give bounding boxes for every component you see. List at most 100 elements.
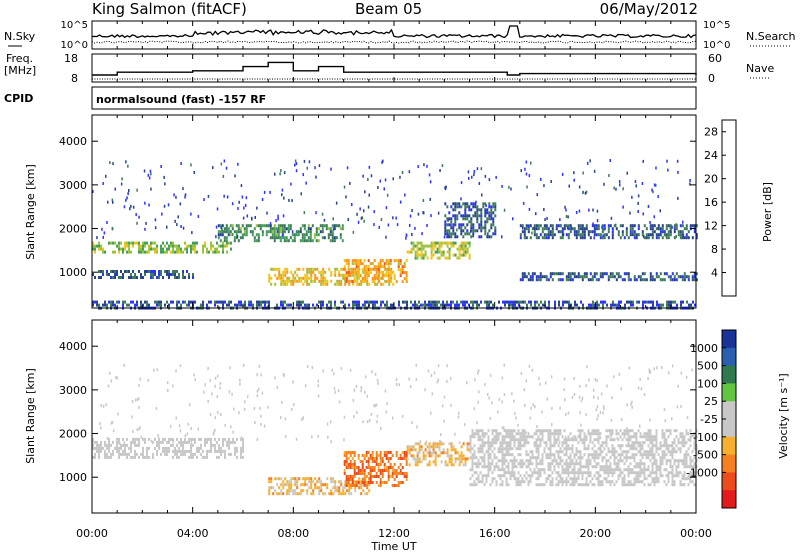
velocity-cell xyxy=(659,474,662,478)
velocity-colorbar-segment xyxy=(722,436,736,456)
power-cell xyxy=(405,274,408,278)
power-cell xyxy=(390,276,393,280)
velocity-cell xyxy=(401,472,404,475)
power-cell xyxy=(466,202,469,206)
velocity-cell xyxy=(393,484,396,487)
velocity-cell xyxy=(601,450,604,454)
velocity-cell xyxy=(653,456,656,460)
power-cell xyxy=(631,227,634,231)
power-cell xyxy=(651,275,654,279)
velocity-cell xyxy=(389,451,392,454)
power-cell xyxy=(356,212,358,216)
velocity-cell xyxy=(481,474,484,478)
power-cell xyxy=(302,173,304,177)
power-cell xyxy=(237,227,240,231)
power-cell xyxy=(190,250,192,254)
power-cell xyxy=(422,253,425,257)
power-cell xyxy=(164,244,166,248)
velocity-cell xyxy=(387,475,390,478)
power-cell xyxy=(551,236,554,240)
velocity-cell xyxy=(587,456,590,460)
velocity-cell xyxy=(381,481,384,484)
velocity-cell xyxy=(293,403,295,407)
power-cell xyxy=(92,303,94,307)
power-cell xyxy=(103,231,106,235)
power-cell xyxy=(241,195,244,199)
power-cell xyxy=(114,187,116,191)
velocity-cell xyxy=(579,384,581,388)
power-cell xyxy=(224,300,226,304)
velocity-cell xyxy=(563,429,566,433)
velocity-cell xyxy=(597,432,600,436)
velocity-cell xyxy=(158,443,160,447)
power-cell xyxy=(287,239,290,243)
power-cell xyxy=(276,267,279,271)
power-cell xyxy=(395,216,397,220)
velocity-cell xyxy=(507,432,510,436)
velocity-cell xyxy=(581,396,584,400)
power-cell xyxy=(245,224,248,228)
power-cell xyxy=(168,276,170,279)
power-cell xyxy=(363,268,366,272)
velocity-cell xyxy=(292,489,295,493)
velocity-cell xyxy=(605,435,608,439)
velocity-cell xyxy=(276,386,279,389)
power-cell xyxy=(603,236,606,240)
power-cell xyxy=(573,233,576,237)
power-cell xyxy=(569,275,572,279)
power-cell xyxy=(420,253,423,257)
power-cell xyxy=(593,236,595,240)
power-cell xyxy=(359,207,361,211)
velocity-cell xyxy=(687,483,690,487)
power-cell xyxy=(554,303,556,307)
velocity-cell xyxy=(444,463,447,467)
velocity-cell xyxy=(272,492,275,496)
power-cell xyxy=(448,256,451,260)
velocity-cell xyxy=(601,468,604,472)
power-cell xyxy=(365,268,368,272)
power-cell xyxy=(675,227,678,231)
velocity-cell xyxy=(493,453,496,457)
velocity-cell xyxy=(495,435,498,439)
velocity-cell xyxy=(539,438,542,442)
power-cell xyxy=(146,303,148,307)
power-cell xyxy=(605,233,608,237)
power-cell xyxy=(219,230,222,234)
power-cell xyxy=(331,236,334,240)
power-cell xyxy=(304,276,307,280)
power-cell xyxy=(280,300,282,304)
velocity-cell xyxy=(649,474,652,478)
velocity-cell xyxy=(489,441,492,445)
power-cell xyxy=(432,241,435,245)
velocity-cell xyxy=(547,438,550,442)
power-cell xyxy=(420,241,423,245)
power-cell xyxy=(373,210,375,214)
power-cell xyxy=(481,193,483,197)
velocity-cell xyxy=(389,475,392,478)
y-tick-label: 2000 xyxy=(59,428,87,441)
power-cell xyxy=(321,227,324,231)
velocity-cell xyxy=(645,468,648,472)
power-cell xyxy=(100,247,102,251)
velocity-cell xyxy=(563,453,566,457)
power-cell xyxy=(410,250,413,254)
power-cell xyxy=(399,262,402,266)
velocity-cell xyxy=(677,438,680,442)
power-cell xyxy=(238,300,240,304)
velocity-cell xyxy=(203,390,205,394)
velocity-cell xyxy=(659,465,662,469)
power-cell xyxy=(152,273,154,276)
velocity-cell xyxy=(551,453,554,457)
velocity-cell xyxy=(525,450,528,454)
velocity-cell xyxy=(491,432,494,436)
power-cell xyxy=(399,200,402,204)
velocity-cell xyxy=(489,465,492,469)
power-cell xyxy=(452,202,455,206)
power-cell xyxy=(476,167,479,171)
power-cell xyxy=(484,214,487,218)
power-cell xyxy=(567,215,569,219)
power-cell xyxy=(645,278,648,282)
power-cell xyxy=(286,276,289,280)
power-cell xyxy=(277,217,279,221)
power-cell xyxy=(452,226,455,230)
